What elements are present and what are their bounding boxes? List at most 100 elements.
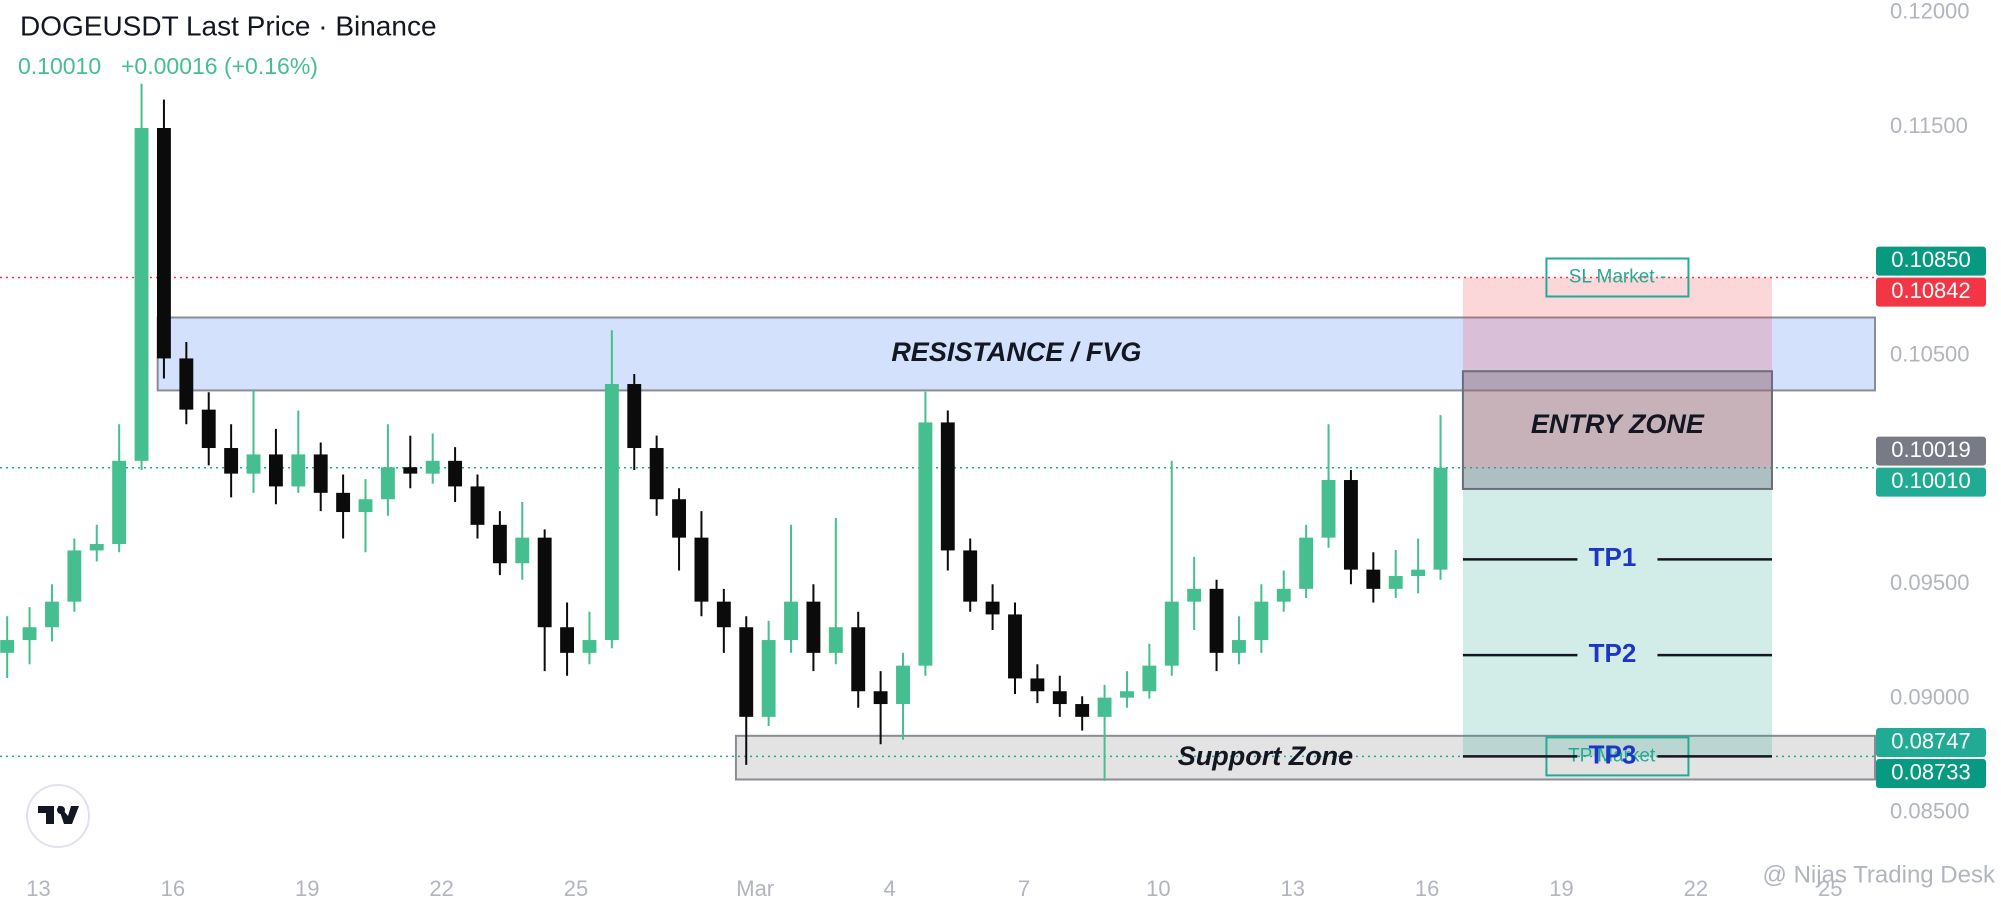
tv-logo — [26, 784, 90, 848]
entry-zone — [1461, 370, 1773, 490]
price-label-box — [1876, 758, 1986, 788]
candle-body — [1030, 678, 1045, 692]
candle-body — [89, 544, 104, 551]
candle-body — [179, 358, 194, 410]
candle-body — [739, 627, 754, 717]
candle-body — [582, 640, 597, 653]
price-label: 0.10842 — [1891, 278, 1971, 303]
y-tick-label: 0.08500 — [1890, 799, 1970, 824]
candle-body — [470, 486, 485, 525]
overlay-layer: RESISTANCE / FVG Support Zone ENTRY ZONE SL… — [26, 0, 1986, 897]
price-label-box — [1876, 727, 1986, 757]
candle-body — [1232, 640, 1246, 653]
candle-body — [246, 454, 261, 474]
candle-body — [918, 422, 933, 666]
candle-body — [201, 409, 216, 449]
candle-body — [828, 627, 843, 653]
candle-body — [1254, 601, 1269, 641]
x-tick-label: 10 — [1146, 876, 1170, 897]
x-tick-label: Mar — [736, 876, 774, 897]
candle-body — [1164, 601, 1179, 666]
candle-body — [784, 601, 798, 641]
watermark: @ Nijas Trading Desk — [1763, 861, 1996, 888]
candle-body — [873, 691, 888, 705]
candle-body — [291, 454, 306, 487]
price-label: 0.08747 — [1891, 728, 1971, 753]
candle-body — [604, 384, 619, 641]
candle-body — [0, 640, 15, 653]
price-label-box — [1876, 467, 1986, 497]
chart-title: DOGEUSDT Last Price · Binance — [20, 10, 437, 41]
price-label-box — [1876, 246, 1986, 276]
zone-label: RESISTANCE / FVG — [891, 337, 1141, 367]
candle-body — [649, 448, 664, 500]
candle-body — [537, 537, 552, 628]
tp-label: TP1 — [1589, 542, 1637, 572]
background-layer — [0, 276, 1876, 781]
order-label: SL Market - — [1569, 267, 1667, 288]
candle-body — [560, 627, 575, 653]
candle-body — [492, 524, 507, 564]
candle-body — [156, 128, 171, 359]
candle-body — [268, 454, 283, 487]
zone-label: Support Zone — [1178, 741, 1353, 771]
price-label: 0.10850 — [1891, 247, 1971, 272]
candle-body — [1075, 704, 1090, 717]
x-tick-label: 19 — [295, 876, 319, 897]
zone — [734, 734, 1876, 781]
order-label: TP Market - — [1568, 745, 1667, 766]
price-label: 0.10019 — [1891, 437, 1971, 462]
candle-body — [1299, 537, 1314, 589]
candle-body — [1008, 614, 1022, 679]
candle-body — [985, 601, 1000, 615]
x-tick-label: 25 — [564, 876, 588, 897]
candle-body — [761, 640, 776, 717]
price-label-box — [1876, 277, 1986, 307]
x-tick-label: 13 — [26, 876, 50, 897]
x-tick-label: 22 — [429, 876, 453, 897]
x-tick-label: 13 — [1280, 876, 1304, 897]
candle-body — [806, 601, 821, 653]
zone — [156, 316, 1876, 392]
candle-body — [694, 537, 709, 602]
candle-body — [627, 384, 642, 449]
candle-body — [1321, 480, 1336, 538]
tp-label: TP3 — [1589, 739, 1637, 769]
order-label-box — [1545, 257, 1690, 298]
x-tick-label: 16 — [161, 876, 185, 897]
candle-body — [1276, 588, 1291, 602]
y-tick-label: 0.11500 — [1890, 113, 1968, 138]
candle-body — [403, 467, 418, 474]
candle-body — [112, 460, 127, 545]
y-tick-label: 0.09000 — [1890, 684, 1970, 709]
y-tick-label: 0.10500 — [1890, 341, 1970, 366]
candle-body — [851, 627, 866, 692]
candle-body — [940, 422, 955, 551]
candle-body — [963, 550, 978, 602]
candle-body — [134, 128, 149, 461]
candle-body — [448, 460, 463, 487]
candle-body — [336, 492, 351, 513]
x-tick-label: 22 — [1684, 876, 1708, 897]
candle-body — [22, 627, 37, 641]
candle-body — [67, 550, 82, 602]
price-label: 0.10010 — [1891, 468, 1971, 493]
y-tick-label: 0.12000 — [1890, 0, 1970, 24]
candle-body — [1411, 569, 1426, 577]
price-label-box — [1876, 436, 1986, 466]
x-tick-label: 7 — [1018, 876, 1030, 897]
candle-body — [1142, 665, 1157, 692]
candle-body — [515, 537, 530, 564]
candle-body — [1343, 480, 1358, 570]
candle-body — [1187, 588, 1202, 602]
candle-body — [1388, 576, 1403, 589]
candle-body — [716, 601, 731, 628]
x-tick-label: 19 — [1549, 876, 1573, 897]
candle-body — [1433, 467, 1448, 570]
y-tick-label: 0.09500 — [1890, 570, 1970, 595]
stop-area — [1462, 277, 1772, 468]
tp-label: TP2 — [1589, 638, 1637, 668]
entry-zone-label: ENTRY ZONE — [1531, 409, 1705, 439]
